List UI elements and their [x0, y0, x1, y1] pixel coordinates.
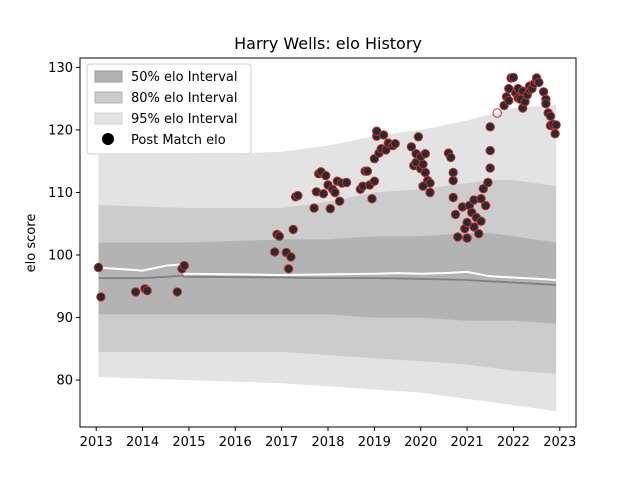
y-tick-label: 80 [56, 374, 73, 389]
legend-frame [86, 63, 252, 155]
x-tick-label: 2020 [404, 435, 437, 450]
y-axis-label: elo score [24, 214, 39, 273]
post-match-point [450, 209, 461, 220]
post-match-point [96, 292, 106, 302]
post-match-point [504, 95, 514, 106]
post-match-point [534, 77, 544, 88]
post-match-point [318, 189, 329, 199]
x-tick-label: 2023 [543, 435, 576, 450]
post-match-point [545, 111, 556, 121]
plot-area: 2013 2014 2015 2016 2017 2018 2019 2020 2021 2022… [48, 57, 577, 450]
post-match-point [288, 224, 298, 235]
post-match-point [309, 203, 319, 213]
legend-label-80: 80% elo Interval [131, 91, 238, 106]
post-match-point [474, 229, 484, 239]
post-match-point [330, 187, 340, 198]
post-match-point [130, 287, 141, 297]
post-match-point [541, 99, 551, 109]
post-match-point [286, 252, 296, 262]
post-match-point [469, 222, 479, 232]
legend-marker-post-match [102, 133, 114, 145]
post-match-point [492, 108, 502, 118]
post-match-point [478, 184, 488, 194]
post-match-point [420, 167, 430, 178]
y-tick-label: 100 [48, 249, 73, 264]
post-match-point [378, 130, 389, 140]
legend-swatch-50 [94, 70, 123, 83]
legend-swatch-80 [94, 91, 123, 104]
post-match-point [369, 176, 380, 186]
post-match-point [293, 190, 303, 201]
post-match-point [462, 233, 472, 243]
x-tick-label: 2021 [451, 435, 484, 450]
post-match-point [480, 200, 491, 211]
post-match-point [550, 129, 560, 139]
legend-label-95: 95% elo Interval [131, 112, 238, 127]
post-match-point [179, 260, 190, 271]
post-match-point [274, 231, 284, 241]
post-match-point [485, 145, 495, 156]
x-tick-label: 2017 [265, 435, 298, 450]
post-match-point [448, 175, 458, 186]
mean-elo-line [98, 263, 557, 281]
post-match-point [334, 196, 345, 206]
x-tick-label: 2018 [311, 435, 344, 450]
post-match-point [270, 247, 280, 257]
post-match-point [142, 286, 152, 296]
post-match-point [341, 177, 352, 188]
post-match-point [448, 167, 458, 178]
legend-label-post-match: Post Match elo [131, 133, 226, 148]
post-match-point [551, 120, 561, 130]
median-elo-line [98, 274, 557, 286]
x-tick-label: 2016 [219, 435, 252, 450]
post-match-point [367, 194, 377, 204]
x-tick-label: 2014 [126, 435, 159, 450]
post-match-point [448, 192, 458, 203]
legend: 50% elo Interval 80% elo Interval 95% el… [86, 63, 252, 155]
post-match-point [476, 216, 486, 226]
y-tick-label: 110 [48, 186, 73, 201]
post-match-point [172, 287, 183, 297]
post-match-point [462, 217, 472, 228]
post-match-point [93, 262, 104, 273]
chart-title: Harry Wells: elo History [234, 34, 422, 53]
x-tick-label: 2015 [172, 435, 205, 450]
post-match-point [453, 232, 463, 242]
legend-swatch-95 [94, 112, 123, 125]
post-match-point [446, 152, 456, 163]
post-match-point [321, 170, 331, 181]
post-match-point [485, 122, 495, 132]
post-match-point [325, 204, 335, 214]
x-tick-label: 2022 [497, 435, 530, 450]
post-match-point [390, 139, 400, 149]
post-match-point [476, 194, 486, 204]
post-match-point [508, 72, 519, 83]
post-match-point [504, 83, 514, 94]
post-match-point [483, 177, 493, 188]
post-match-point [406, 142, 417, 152]
post-match-point [485, 163, 495, 173]
legend-label-50: 50% elo Interval [131, 70, 238, 85]
post-match-point [413, 132, 424, 142]
y-tick-label: 130 [48, 61, 73, 76]
post-match-point [418, 181, 428, 191]
post-match-point [420, 149, 430, 159]
post-match-point [362, 166, 373, 176]
post-match-point [283, 264, 294, 274]
post-match-point [418, 159, 428, 170]
post-match-point [425, 187, 435, 198]
x-tick-label: 2019 [358, 435, 391, 450]
x-tick-label: 2013 [80, 435, 113, 450]
y-tick-label: 120 [48, 123, 73, 138]
y-tick-label: 90 [56, 311, 73, 326]
